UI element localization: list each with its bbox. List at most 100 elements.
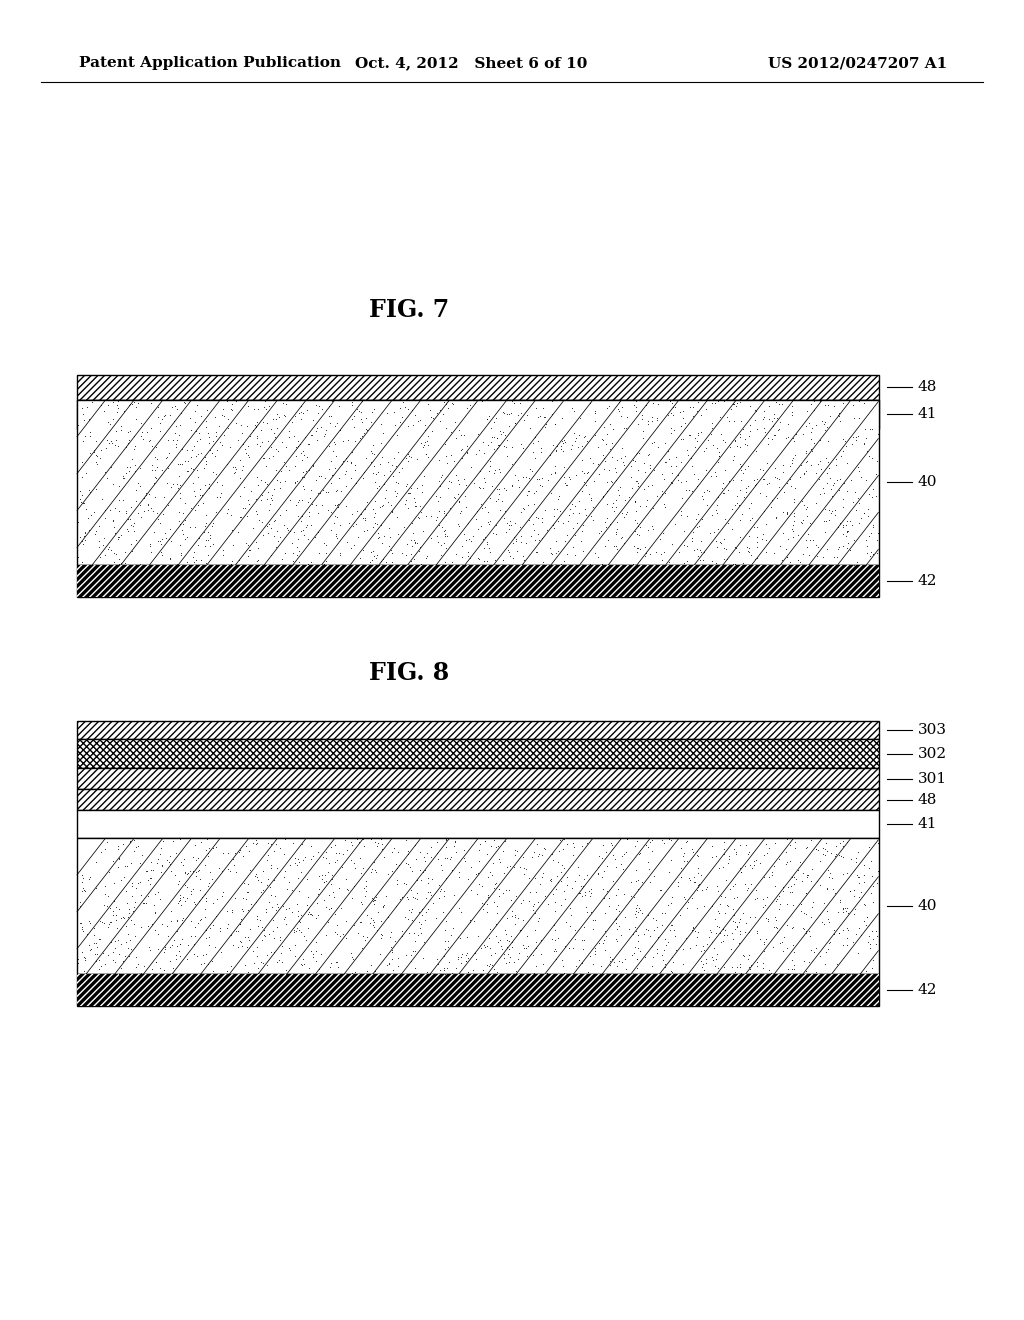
Point [816,395,833,416]
Point [238,532,254,553]
Point [608,496,625,517]
Point [741,921,758,942]
Point [811,875,827,896]
Point [794,490,810,511]
Point [242,919,258,940]
Point [528,932,545,953]
Point [545,883,561,904]
Point [848,500,864,521]
Point [634,405,650,426]
Point [568,956,585,977]
Point [317,841,334,862]
Point [480,537,497,558]
Point [734,902,751,923]
Point [128,946,144,968]
Point [110,401,126,422]
Point [332,878,348,899]
Point [559,475,575,496]
Point [858,428,874,449]
Point [819,473,836,494]
Point [74,451,90,473]
Point [799,450,815,471]
Point [263,854,280,875]
Point [573,886,590,907]
Point [162,519,178,540]
Point [79,924,95,945]
Point [624,478,640,499]
Point [686,871,702,892]
Point [768,916,784,937]
Point [82,940,98,961]
Bar [77,739,879,768]
Point [765,543,781,564]
Point [732,426,749,447]
Point [721,845,737,866]
Point [731,908,748,929]
Point [766,425,782,446]
Point [364,888,380,909]
Point [506,952,522,973]
Point [234,422,251,444]
Point [474,875,490,896]
Point [466,911,482,932]
Point [255,524,271,545]
Point [403,478,420,499]
Point [343,850,359,871]
Point [174,520,190,541]
Point [532,437,549,458]
Point [382,527,398,548]
Point [81,935,97,956]
Point [205,838,221,859]
Point [156,941,172,962]
Point [185,552,202,573]
Point [417,414,433,436]
Point [452,861,468,882]
Point [344,441,360,462]
Point [436,552,453,573]
Point [407,887,423,908]
Point [593,867,609,888]
Point [744,507,761,528]
Point [529,407,546,428]
Point [344,408,360,429]
Point [414,899,430,920]
Point [197,883,213,904]
Point [282,940,298,961]
Point [796,950,812,972]
Point [640,475,656,496]
Point [579,833,595,854]
Point [761,837,777,858]
Point [711,900,727,921]
Point [571,490,588,511]
Point [291,880,307,902]
Point [272,927,289,948]
Point [143,913,160,935]
Point [403,909,420,931]
Point [648,409,665,430]
Point [75,533,91,554]
Point [582,392,598,413]
Point [696,895,713,916]
Point [162,853,178,874]
Point [177,891,194,912]
Point [628,900,644,921]
Point [100,913,117,935]
Point [295,849,311,870]
Point [365,858,381,879]
Point [799,506,815,527]
Point [501,404,517,425]
Point [229,521,246,543]
Point [531,405,548,426]
Point [628,859,644,880]
Point [608,536,625,557]
Point [793,512,809,533]
Point [479,866,496,887]
Point [618,417,635,438]
Point [186,486,203,507]
Point [725,470,741,491]
Point [506,527,522,548]
Point [798,882,814,903]
Point [389,441,406,462]
Point [659,932,676,953]
Point [546,915,562,936]
